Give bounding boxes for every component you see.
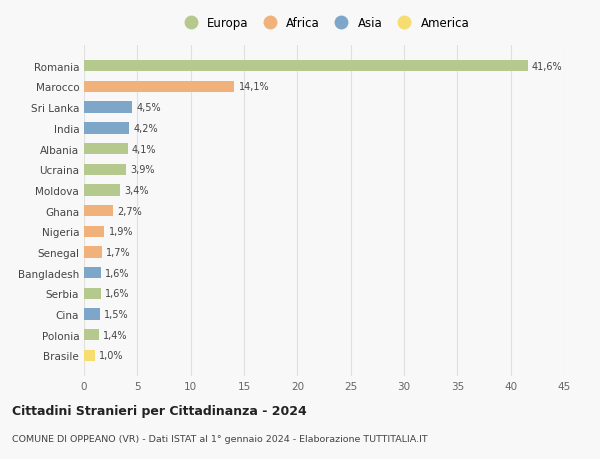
Bar	[84, 185, 120, 196]
Text: 4,5%: 4,5%	[136, 103, 161, 113]
Text: 1,6%: 1,6%	[106, 289, 130, 299]
Text: 1,9%: 1,9%	[109, 227, 133, 237]
Text: 4,2%: 4,2%	[133, 123, 158, 134]
Text: COMUNE DI OPPEANO (VR) - Dati ISTAT al 1° gennaio 2024 - Elaborazione TUTTITALIA: COMUNE DI OPPEANO (VR) - Dati ISTAT al 1…	[12, 434, 428, 443]
Bar	[84, 144, 128, 155]
Text: 41,6%: 41,6%	[532, 62, 563, 72]
Text: 1,0%: 1,0%	[99, 351, 124, 361]
Text: 3,9%: 3,9%	[130, 165, 154, 175]
Text: 1,5%: 1,5%	[104, 309, 129, 319]
Text: 1,6%: 1,6%	[106, 268, 130, 278]
Text: 14,1%: 14,1%	[239, 82, 269, 92]
Bar	[84, 102, 132, 113]
Bar	[84, 309, 100, 320]
Bar	[84, 247, 102, 258]
Bar	[84, 123, 129, 134]
Bar	[84, 288, 101, 299]
Bar	[84, 82, 235, 93]
Text: 2,7%: 2,7%	[117, 206, 142, 216]
Bar	[84, 226, 104, 237]
Text: 1,7%: 1,7%	[106, 247, 131, 257]
Bar	[84, 350, 95, 361]
Bar	[84, 61, 528, 72]
Text: 3,4%: 3,4%	[125, 185, 149, 196]
Text: 4,1%: 4,1%	[132, 144, 157, 154]
Bar	[84, 164, 125, 175]
Text: 1,4%: 1,4%	[103, 330, 128, 340]
Bar	[84, 268, 101, 279]
Text: Cittadini Stranieri per Cittadinanza - 2024: Cittadini Stranieri per Cittadinanza - 2…	[12, 404, 307, 417]
Bar	[84, 206, 113, 217]
Legend: Europa, Africa, Asia, America: Europa, Africa, Asia, America	[174, 12, 474, 34]
Bar	[84, 330, 99, 341]
